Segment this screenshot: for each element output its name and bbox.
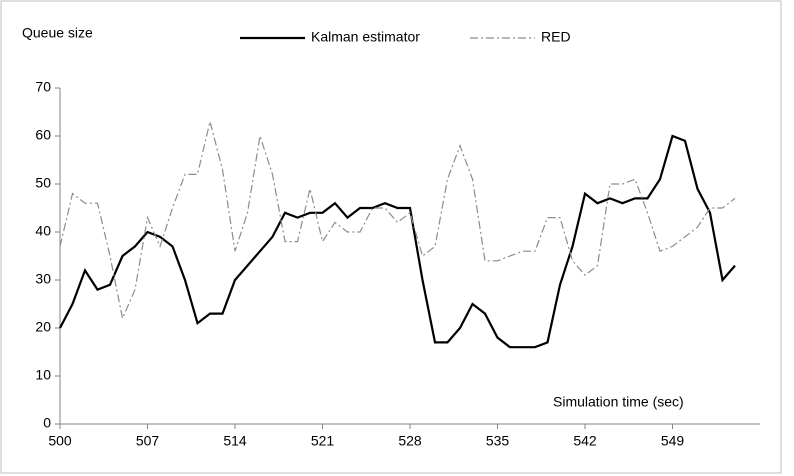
y-tick-label: 70: [35, 79, 51, 95]
y-tick-label: 60: [35, 127, 51, 143]
legend-label: RED: [541, 29, 571, 45]
y-tick-label: 30: [35, 271, 51, 287]
y-tick-label: 50: [35, 175, 51, 191]
x-tick-label: 514: [223, 433, 247, 449]
y-tick-label: 10: [35, 367, 51, 383]
x-tick-label: 535: [486, 433, 510, 449]
series-line: [59, 121, 736, 321]
y-axis-label: Queue size: [22, 25, 93, 41]
x-axis-label: Simulation time (sec): [553, 394, 684, 410]
y-tick-label: 20: [35, 319, 51, 335]
y-tick-label: 0: [43, 415, 51, 431]
legend-label: Kalman estimator: [311, 29, 420, 45]
series-line: [59, 134, 736, 349]
x-tick-label: 528: [398, 433, 422, 449]
x-tick-label: 500: [48, 433, 72, 449]
x-tick-label: 507: [136, 433, 160, 449]
x-tick-label: 542: [573, 433, 597, 449]
x-tick-label: 521: [311, 433, 335, 449]
x-tick-label: 549: [661, 433, 685, 449]
y-tick-label: 40: [35, 223, 51, 239]
